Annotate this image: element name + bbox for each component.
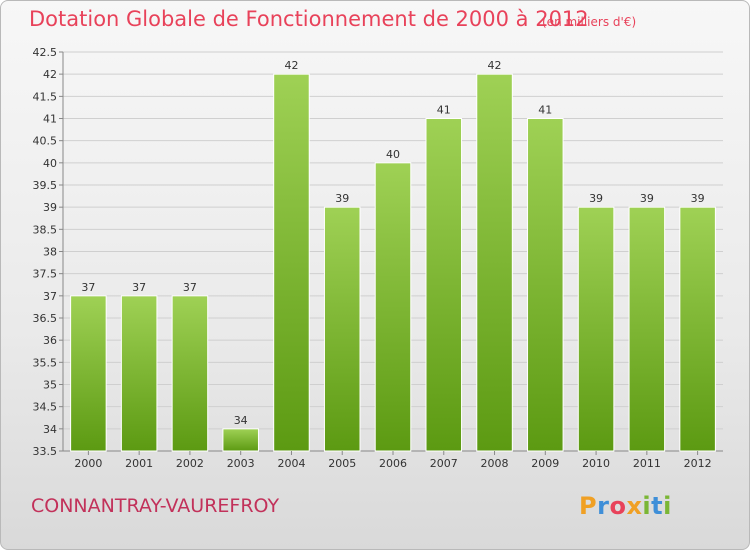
x-tick-label: 2000 <box>74 457 102 470</box>
x-tick-label: 2004 <box>277 457 305 470</box>
y-tick-label: 38 <box>43 246 57 259</box>
y-tick-label: 41.5 <box>33 90 58 103</box>
bar <box>476 73 513 452</box>
data-labels: 37 37 37 34 42 39 40 41 42 41 39 39 39 <box>81 59 704 427</box>
bars <box>70 73 716 452</box>
bar-value-label: 39 <box>691 192 705 205</box>
y-tick-label: 37 <box>43 290 57 303</box>
x-tick-label: 2002 <box>176 457 204 470</box>
bar <box>323 206 361 452</box>
y-axis-ticks: 33.5 34 34.5 35 35.5 36 36.5 37 37.5 38 38.5 39 39.5… <box>33 46 63 458</box>
y-tick-label: 39 <box>43 201 57 214</box>
y-tick-label: 34.5 <box>33 401 58 414</box>
x-tick-label: 2003 <box>227 457 255 470</box>
bar <box>628 206 666 452</box>
logo-letter: P <box>579 492 598 520</box>
bar-value-label: 37 <box>132 281 146 294</box>
y-tick-label: 33.5 <box>33 445 58 458</box>
y-tick-label: 42.5 <box>33 46 58 59</box>
x-tick-label: 2001 <box>125 457 153 470</box>
x-tick-label: 2005 <box>328 457 356 470</box>
chart-title: Dotation Globale de Fonctionnement de 20… <box>29 7 589 31</box>
y-tick-label: 35 <box>43 379 57 392</box>
bar <box>577 206 615 452</box>
bar-value-label: 41 <box>538 104 552 117</box>
chart-unit-note: (en milliers d'€) <box>542 15 637 29</box>
bar <box>70 295 107 452</box>
y-tick-label: 39.5 <box>33 179 58 192</box>
y-tick-label: 36.5 <box>33 312 58 325</box>
bar <box>273 73 310 452</box>
x-tick-label: 2011 <box>633 457 661 470</box>
y-tick-label: 42 <box>43 68 57 81</box>
bar <box>425 118 463 452</box>
y-tick-label: 41 <box>43 113 57 126</box>
bar <box>222 428 259 452</box>
bar <box>527 118 564 452</box>
bar <box>374 162 412 452</box>
y-tick-label: 35.5 <box>33 356 58 369</box>
bar-value-label: 37 <box>81 281 95 294</box>
y-tick-label: 34 <box>43 423 57 436</box>
x-tick-label: 2010 <box>582 457 610 470</box>
bar-value-label: 42 <box>488 59 502 72</box>
proxiti-logo: Proxiti <box>579 492 672 520</box>
commune-name: CONNANTRAY-VAUREFROY <box>31 495 280 517</box>
logo-letter: i <box>663 492 672 520</box>
bar-value-label: 39 <box>335 192 349 205</box>
x-tick-label: 2009 <box>531 457 559 470</box>
bar-value-label: 42 <box>284 59 298 72</box>
y-tick-label: 36 <box>43 334 57 347</box>
bar <box>120 295 158 452</box>
x-tick-label: 2006 <box>379 457 407 470</box>
bar-value-label: 39 <box>640 192 654 205</box>
logo-letter: x <box>626 492 643 520</box>
y-tick-label: 37.5 <box>33 268 58 281</box>
x-tick-label: 2008 <box>481 457 509 470</box>
y-tick-label: 40 <box>43 157 57 170</box>
x-tick-label: 2012 <box>684 457 712 470</box>
logo-letter: o <box>609 492 627 520</box>
x-tick-label: 2007 <box>430 457 458 470</box>
logo-letter: i <box>642 492 652 520</box>
y-tick-label: 38.5 <box>33 223 58 236</box>
bar-value-label: 40 <box>386 148 400 161</box>
bar-value-label: 37 <box>183 281 197 294</box>
logo-letter: r <box>597 492 610 520</box>
bar-value-label: 41 <box>437 104 451 117</box>
logo-letter: t <box>651 492 664 520</box>
bar-value-label: 39 <box>589 192 603 205</box>
x-axis-ticks: 2000 2001 2002 2003 2004 2005 2006 2007 2008 2009… <box>74 451 712 470</box>
bar <box>171 295 209 452</box>
bar <box>679 206 716 452</box>
bar-value-label: 34 <box>234 414 248 427</box>
y-tick-label: 40.5 <box>33 135 58 148</box>
